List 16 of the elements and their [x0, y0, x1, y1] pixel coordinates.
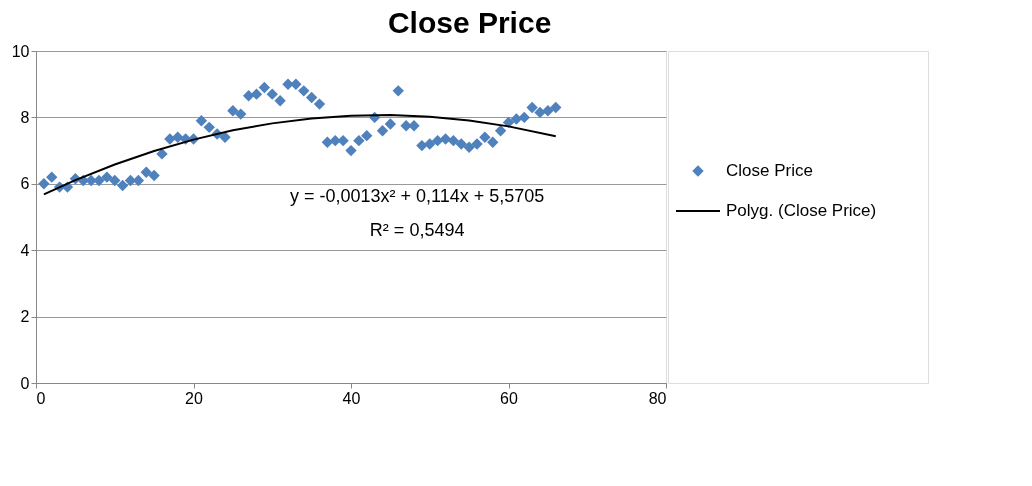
x-tick-label: 20: [185, 389, 203, 407]
y-tick-label: 2: [20, 308, 30, 326]
y-tick-label: 10: [11, 42, 30, 60]
y-tick-label: 8: [20, 108, 30, 126]
x-tick-label: 60: [500, 389, 518, 407]
annotation: y = -0,0013x² + 0,114x + 5,5705: [289, 186, 545, 207]
y-tick-label: 0: [20, 374, 30, 392]
y-tick-label: 4: [20, 241, 30, 259]
x-tick-label: 0: [36, 389, 46, 407]
y-tick-label: 6: [20, 175, 30, 193]
annotation: R² = 0,5494: [369, 220, 465, 241]
chart-title: Close Price: [387, 5, 552, 39]
legend-label: Close Price: [726, 161, 813, 180]
x-tick-label: 40: [342, 389, 361, 407]
legend-label: Polyg. (Close Price): [726, 201, 877, 220]
x-tick-label: 80: [648, 389, 667, 407]
